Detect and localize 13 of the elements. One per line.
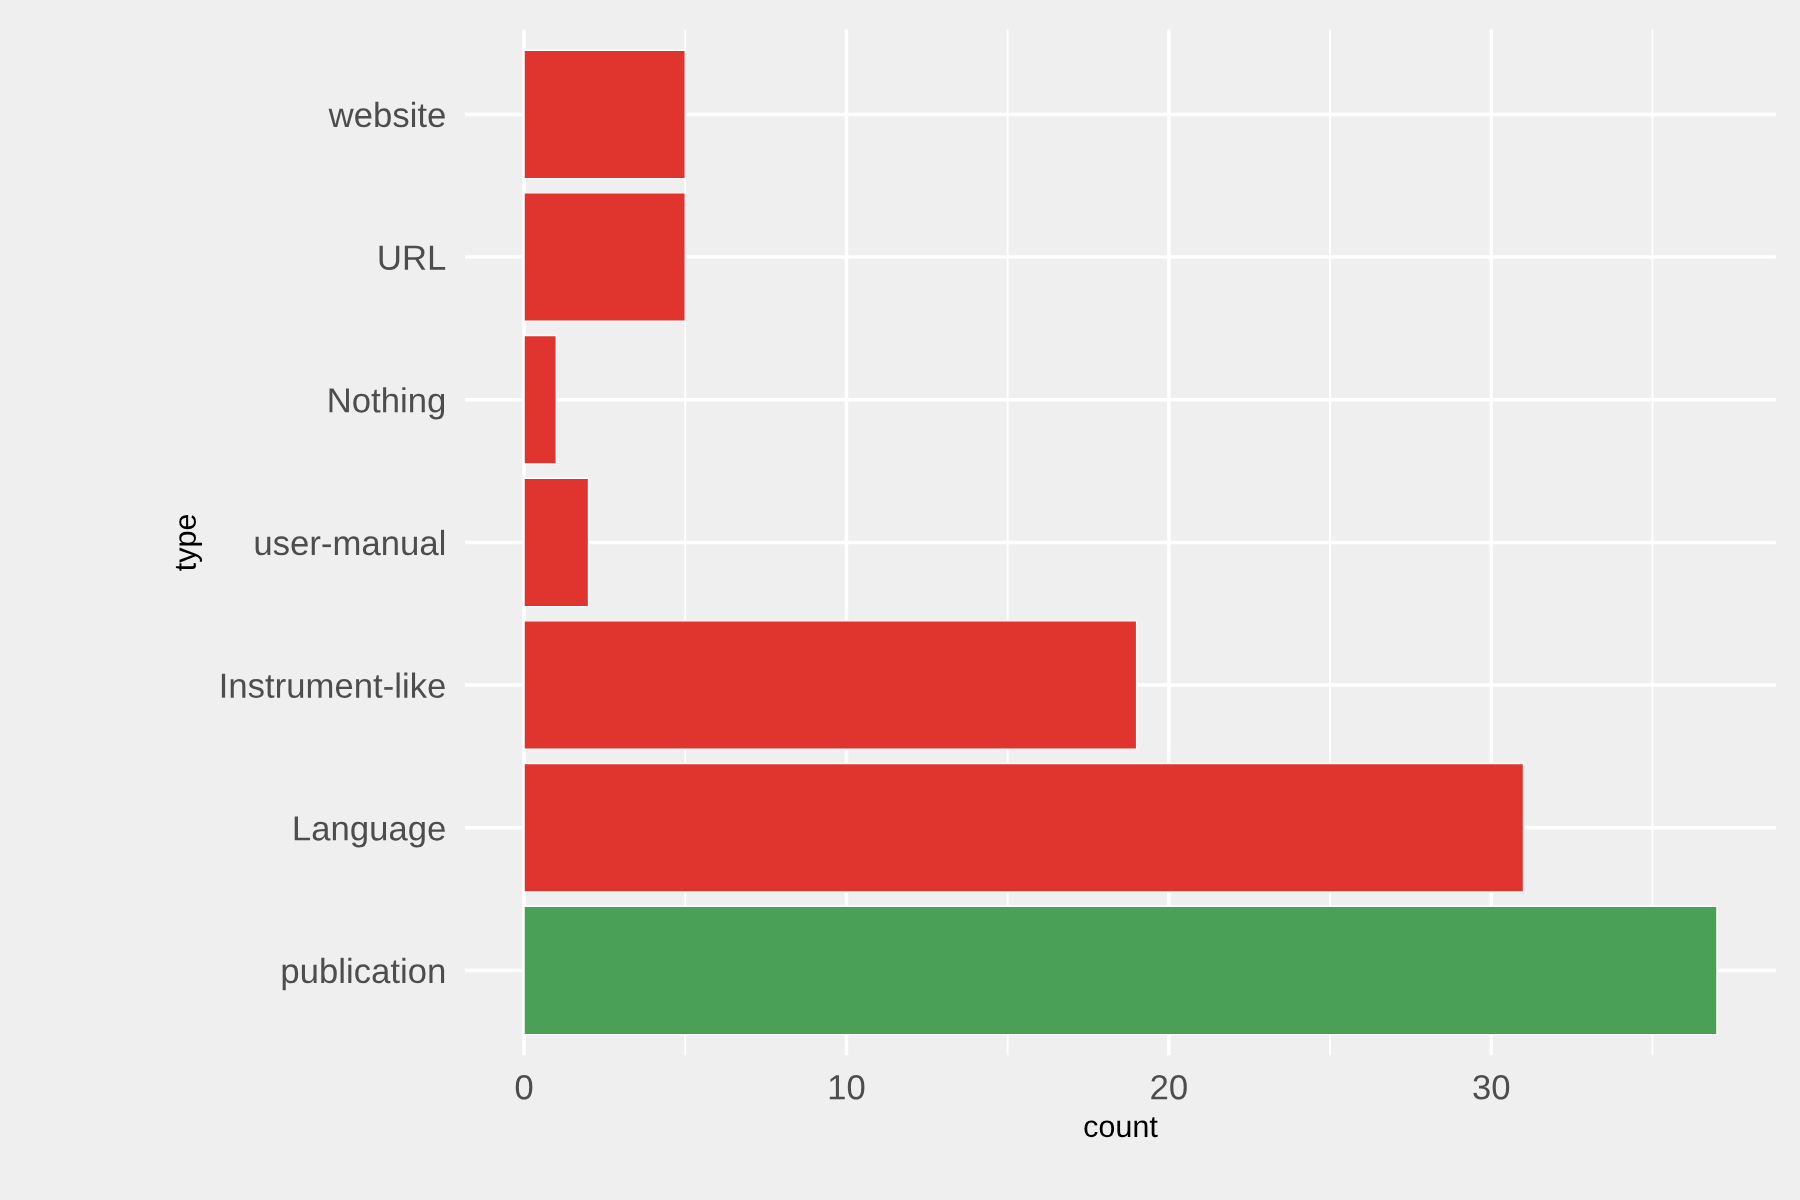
y-axis-title: type: [175, 514, 202, 571]
x-tick-label: 10: [829, 1074, 865, 1100]
x-axis-title: count: [1084, 1117, 1158, 1138]
y-tick-label: URL: [379, 245, 446, 270]
y-tick-label: user-manual: [255, 529, 445, 556]
x-tick-label: 20: [1151, 1074, 1187, 1100]
y-tick-label: publication: [282, 957, 445, 991]
x-tick-label: 0: [515, 1074, 533, 1100]
y-tick-label: website: [328, 101, 445, 128]
x-tick-label: 30: [1473, 1074, 1510, 1100]
y-tick-label: Nothing: [329, 387, 445, 420]
y-tick-label: Instrument-like: [221, 672, 445, 698]
y-tick-label: Language: [294, 816, 445, 848]
